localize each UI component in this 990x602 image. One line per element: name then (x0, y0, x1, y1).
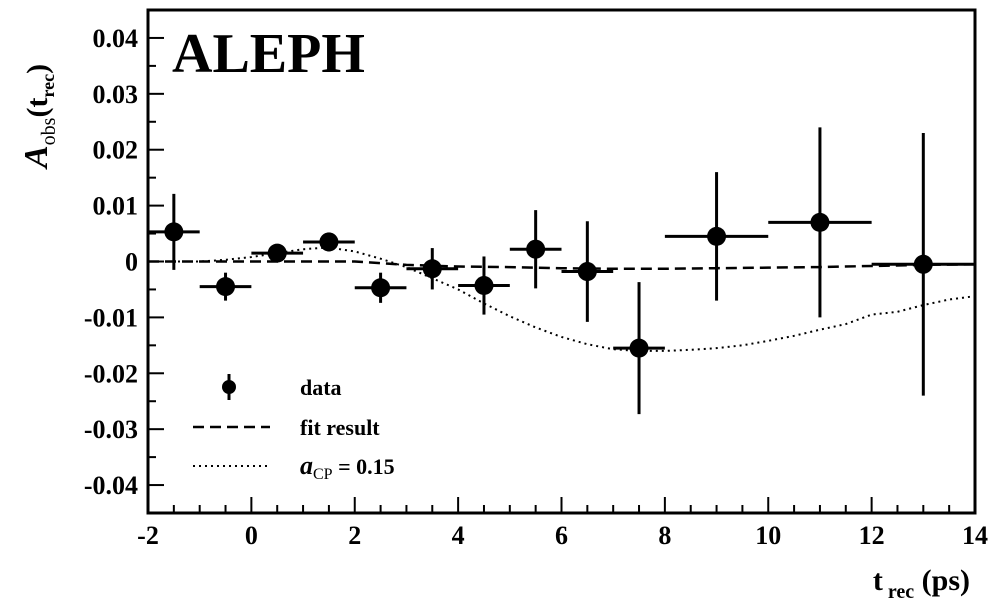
legend-item-fit: fit result (193, 415, 380, 440)
y-tick-label: -0.04 (84, 471, 138, 500)
axes: -2 0 2 4 6 8 10 12 14 0.04 0.03 0.02 0.01 0 -0.01 -0.02… (84, 8, 988, 550)
data-point-3 (303, 232, 355, 252)
data-point-10 (664, 172, 769, 301)
data-point-11 (768, 127, 872, 318)
legend: data fit result aCP = 0.15 (193, 374, 395, 483)
data-marker (913, 254, 933, 274)
y-tick-label: 0 (125, 248, 138, 277)
x-tick-label: 12 (859, 521, 885, 550)
x-tick-label: -2 (137, 521, 159, 550)
y-tick-label: 0.03 (93, 80, 139, 109)
data-point-6 (458, 256, 510, 315)
data-marker (319, 232, 339, 252)
data-point-12 (871, 132, 975, 396)
model-curves (148, 246, 976, 352)
data-point-0 (148, 193, 200, 270)
data-marker (164, 222, 184, 242)
data-point-9 (613, 282, 665, 415)
x-axis-title-text: t rec (ps) (873, 564, 970, 602)
legend-label-acp: aCP = 0.15 (300, 451, 395, 483)
x-axis-title: t rec (ps) (873, 564, 970, 602)
data-marker (267, 243, 287, 263)
y-tick-label: -0.01 (84, 303, 138, 332)
fit-result-curve (148, 260, 976, 271)
y-tick-label: 0.04 (93, 24, 139, 53)
data-point-7 (509, 210, 562, 289)
legend-label-fit: fit result (300, 415, 380, 440)
x-tick-label: 2 (348, 521, 361, 550)
x-tick-label: 10 (755, 521, 781, 550)
data-points (148, 127, 975, 415)
data-marker (422, 259, 442, 279)
y-tick-label: -0.02 (84, 359, 138, 388)
data-point-4 (354, 272, 407, 303)
x-tick-label: 4 (452, 521, 465, 550)
data-point-1 (199, 272, 252, 301)
data-marker (577, 262, 597, 282)
x-tick-label: 8 (658, 521, 671, 550)
x-tick-label: 6 (555, 521, 568, 550)
acp-curve (148, 246, 976, 352)
data-marker (707, 226, 727, 246)
data-marker (629, 338, 649, 358)
y-tick-label: 0.01 (93, 192, 139, 221)
experiment-label: ALEPH (172, 23, 365, 85)
legend-item-data: data (222, 374, 342, 400)
data-marker (216, 277, 236, 297)
data-marker (474, 276, 494, 296)
legend-item-acp: aCP = 0.15 (193, 451, 395, 483)
y-axis-title: Aobs(trec) (18, 64, 60, 170)
data-point-8 (561, 221, 614, 322)
y-tick-label: 0.02 (93, 136, 139, 165)
legend-label-data: data (300, 375, 342, 400)
data-marker (371, 278, 391, 298)
y-tick-label: -0.03 (84, 415, 138, 444)
x-tick-label: 0 (245, 521, 258, 550)
x-tick-label: 14 (962, 521, 988, 550)
y-axis-title-text: Aobs(trec) (18, 64, 60, 170)
data-marker (526, 239, 546, 259)
data-point-2 (251, 243, 304, 263)
legend-data-marker (222, 380, 236, 394)
data-point-5 (406, 248, 459, 290)
data-marker (810, 212, 830, 232)
